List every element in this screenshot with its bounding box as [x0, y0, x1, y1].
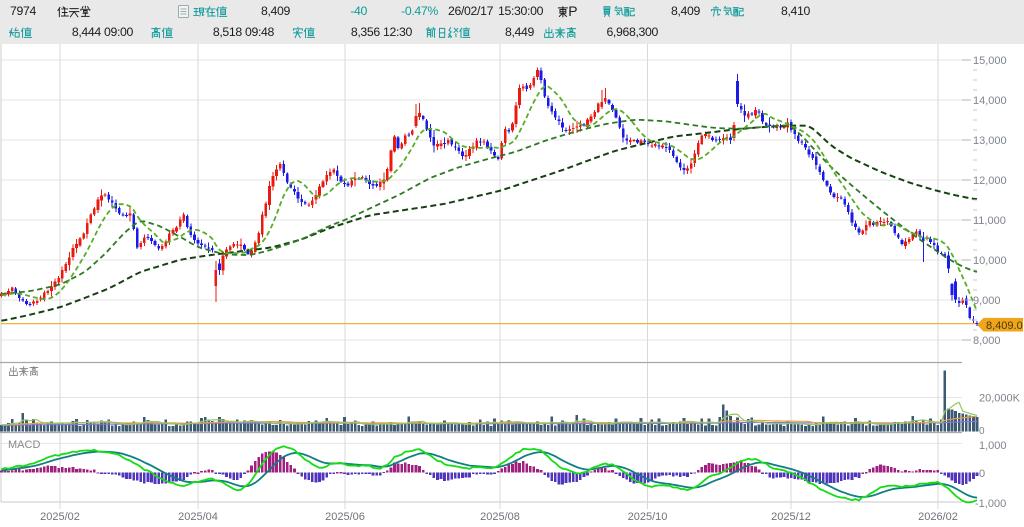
svg-text:2025/06: 2025/06: [325, 511, 365, 523]
svg-text:14,000: 14,000: [973, 95, 1007, 107]
svg-text:2025/04: 2025/04: [178, 511, 218, 523]
svg-text:1,000: 1,000: [979, 440, 1007, 452]
svg-text:10,000: 10,000: [973, 255, 1007, 267]
svg-text:2026/02: 2026/02: [918, 511, 958, 523]
svg-text:8,000: 8,000: [973, 335, 1001, 347]
svg-text:0: 0: [979, 468, 985, 480]
svg-text:MACD: MACD: [8, 439, 40, 451]
svg-text:12,000: 12,000: [973, 175, 1007, 187]
svg-text:2025/10: 2025/10: [628, 511, 668, 523]
svg-text:11,000: 11,000: [973, 215, 1006, 227]
svg-text:20,000K: 20,000K: [979, 393, 1021, 405]
svg-text:9,000: 9,000: [973, 295, 1001, 307]
svg-text:15,000: 15,000: [973, 55, 1007, 67]
svg-text:2025/08: 2025/08: [480, 511, 520, 523]
svg-text:2025/02: 2025/02: [40, 511, 80, 523]
svg-text:8,409.0: 8,409.0: [986, 320, 1023, 332]
svg-text:-1,000: -1,000: [975, 498, 1006, 510]
svg-text:0: 0: [979, 426, 985, 437]
svg-text:2025/12: 2025/12: [771, 511, 811, 523]
svg-text:P: P: [568, 5, 577, 19]
svg-text:13,000: 13,000: [973, 135, 1007, 147]
